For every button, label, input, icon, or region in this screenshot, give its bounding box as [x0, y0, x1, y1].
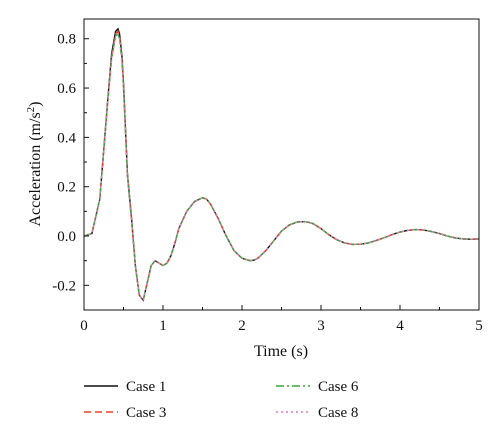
- x-tick-label: 1: [159, 318, 167, 334]
- y-axis-title-superscript: 2: [25, 107, 37, 113]
- y-axis-title-tail: ): [27, 102, 44, 107]
- y-axis-title: Acceleration (m/s2): [25, 102, 44, 227]
- series-line-case-4: [83, 32, 480, 302]
- legend-label-case-4: Case 8: [318, 405, 358, 421]
- legend: Case 1 Case 3 Case 6 Case 8: [84, 379, 359, 421]
- y-axis-title-main: Acceleration (m/s: [27, 112, 44, 226]
- y-tick-label: 0.8: [57, 32, 76, 48]
- x-tick-label: 0: [80, 318, 88, 334]
- series-line-case-2: [83, 29, 480, 302]
- y-tick-label: 0.6: [57, 81, 76, 97]
- series-layer: [83, 27, 480, 302]
- y-tick-label: -0.2: [52, 278, 76, 294]
- x-tick-label: 3: [317, 318, 325, 334]
- x-tick-label: 2: [238, 318, 246, 334]
- y-tick-label: 0.2: [57, 180, 76, 196]
- x-axis-title: Time (s): [254, 343, 308, 360]
- series-line-case-3: [83, 32, 480, 302]
- x-tick-label: 4: [396, 318, 404, 334]
- series-line-case-1: [83, 27, 480, 302]
- legend-label-case-2: Case 3: [126, 405, 166, 421]
- y-axis-ticks: -0.2 0.0 0.2 0.4 0.6 0.8: [52, 32, 89, 311]
- legend-label-case-3: Case 6: [318, 379, 359, 395]
- legend-label-case-1: Case 1: [126, 379, 166, 395]
- x-axis-ticks: 0 1 2 3 4 5: [80, 305, 483, 334]
- y-tick-label: 0.4: [57, 130, 76, 146]
- plot-frame: [83, 18, 480, 311]
- y-tick-label: 0.0: [57, 229, 76, 245]
- x-tick-label: 5: [475, 318, 483, 334]
